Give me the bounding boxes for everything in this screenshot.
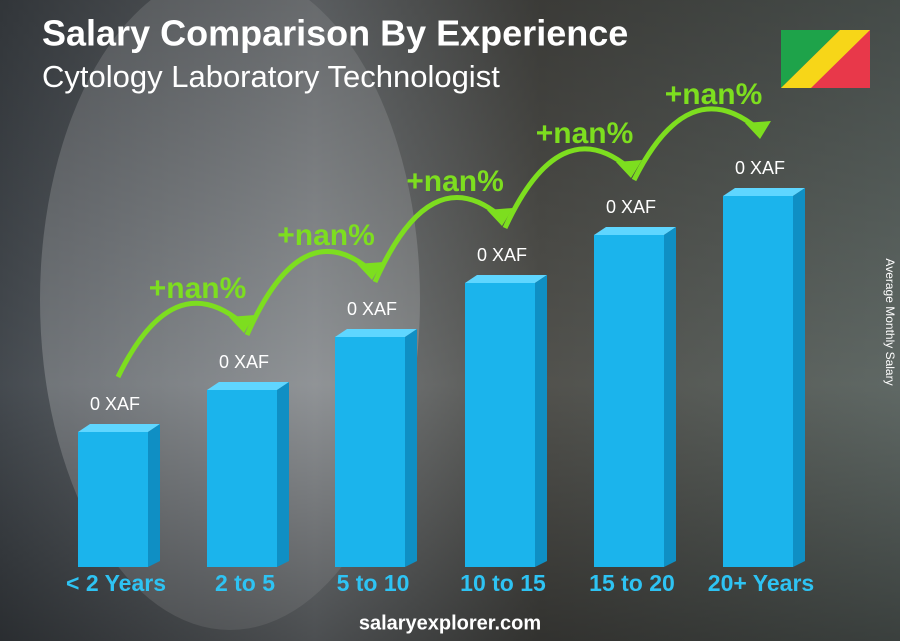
subtitle: Cytology Laboratory Technologist [42, 59, 500, 94]
bar-side [277, 382, 289, 567]
arrow-head [229, 315, 255, 333]
bar-top [723, 188, 805, 196]
bar [723, 196, 793, 567]
bar [207, 390, 277, 567]
change-label: +nan% [149, 272, 247, 305]
change-arrow [631, 106, 760, 182]
bar-side [664, 227, 676, 567]
bar-side [535, 275, 547, 567]
flag [781, 30, 870, 88]
category-label: < 2 Years [66, 570, 166, 596]
bar-top [594, 227, 676, 235]
arrow-head [616, 160, 642, 178]
value-label: 0 XAF [347, 299, 397, 319]
arrow-head [487, 208, 513, 226]
value-label: 0 XAF [735, 158, 785, 178]
change-label: +nan% [536, 117, 634, 150]
bar-side [148, 424, 160, 567]
axis-label: Average Monthly Salary [883, 258, 897, 385]
value-label: 0 XAF [606, 197, 656, 217]
category-label: 10 to 15 [460, 570, 546, 596]
arrows [115, 106, 771, 379]
change-label: +nan% [665, 78, 763, 111]
category-label: 20+ Years [708, 570, 814, 596]
bar-side [405, 329, 417, 567]
bar [78, 432, 148, 567]
bars [78, 188, 805, 567]
bar [465, 283, 535, 567]
bar-top [207, 382, 289, 390]
value-label: 0 XAF [219, 352, 269, 372]
bar [335, 337, 405, 567]
change-arrow [115, 300, 244, 379]
footer: salaryexplorer.com [359, 612, 541, 634]
arrow-head [745, 121, 771, 139]
category-label: 15 to 20 [589, 570, 675, 596]
title: Salary Comparison By Experience [42, 13, 628, 54]
change-arrow [244, 248, 372, 337]
change-arrow [372, 195, 502, 284]
arrow-head [357, 262, 383, 280]
bar-top [335, 329, 417, 337]
category-label: 2 to 5 [215, 570, 275, 596]
change-label: +nan% [406, 165, 504, 198]
bar-top [78, 424, 160, 432]
bar-side [793, 188, 805, 567]
value-label: 0 XAF [90, 394, 140, 414]
category-label: 5 to 10 [337, 570, 410, 596]
change-label: +nan% [277, 219, 375, 252]
bar [594, 235, 664, 567]
bar-top [465, 275, 547, 283]
change-arrow [502, 146, 631, 230]
value-label: 0 XAF [477, 245, 527, 265]
